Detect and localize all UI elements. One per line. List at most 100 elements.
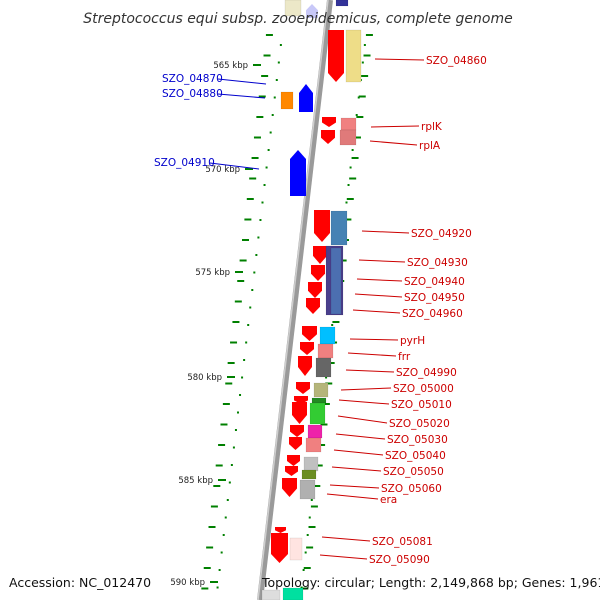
guide-dot-left (243, 359, 246, 361)
gene-function-box (303, 456, 319, 472)
topology-text: Topology: circular; Length: 2,149,868 bp… (261, 575, 600, 590)
gene-callout-line (209, 162, 260, 170)
guide-dot-right (325, 376, 328, 379)
gene-function-box (305, 437, 322, 453)
gene-label: SZO_05081 (372, 536, 433, 548)
guide-dot-right (308, 516, 311, 519)
guide-dot-right (351, 149, 354, 151)
guide-dot-left (279, 44, 282, 46)
guide-dot-left (226, 499, 229, 501)
gene-label: pyrH (400, 335, 425, 347)
forward-gene-arrow (289, 437, 302, 450)
gene-callout-line (331, 466, 382, 472)
gene-callout-line (369, 140, 418, 146)
guide-dot-left (263, 184, 266, 186)
gene-function-box (280, 91, 294, 110)
gene-label: SZO_04860 (426, 55, 487, 67)
gene-label: SZO_04990 (396, 367, 457, 379)
map-title: Streptococcus equi subsp. zooepidemicus,… (83, 11, 513, 27)
guide-dot-right (331, 324, 334, 326)
guide-dot-left (269, 131, 272, 134)
gene-callout-line (335, 433, 386, 440)
scale-label: 565 kbp (213, 61, 248, 71)
forward-gene-arrow (287, 455, 300, 466)
gene-callout-line (319, 554, 368, 560)
guide-dot-right (345, 201, 348, 204)
gene-function-box (301, 469, 317, 480)
guide-dot-right (349, 166, 352, 169)
forward-gene-arrow (296, 382, 310, 394)
forward-gene-arrow (322, 117, 336, 127)
gene-label: SZO_05060 (381, 483, 442, 495)
forward-gene-arrow (285, 466, 298, 476)
gene-function-box (309, 402, 326, 425)
gene-callout-line (217, 93, 266, 99)
forward-gene-arrow (314, 210, 330, 242)
guide-dot-left (277, 61, 280, 64)
gene-callout-line (329, 484, 380, 489)
guide-dot-left (259, 219, 262, 221)
gene-callout-line (326, 493, 379, 500)
accession-text: Accession: NC_012470 (9, 575, 151, 590)
scale-label: 570 kbp (205, 165, 240, 175)
guide-dot-left (236, 411, 239, 414)
gene-callout-line (338, 399, 390, 405)
gene-function-box (289, 537, 303, 561)
gene-label: SZO_05050 (383, 466, 444, 478)
gene-callout-line (349, 338, 399, 341)
gene-callout-line (345, 369, 395, 373)
gene-label: SZO_04950 (404, 292, 465, 304)
gene-callout-line (352, 309, 401, 314)
gene-function-box (330, 247, 342, 315)
guide-dot-left (255, 254, 258, 256)
guide-dot-left (257, 236, 260, 239)
gene-callout-line (321, 536, 371, 542)
gene-label: SZO_05090 (369, 554, 430, 566)
guide-dot-left (216, 586, 219, 589)
gene-label: frr (398, 351, 411, 363)
guide-dot-left (222, 534, 225, 536)
gene-label: SZO_04940 (404, 276, 465, 288)
gene-label: SZO_04960 (402, 308, 463, 320)
gene-callout-line (337, 415, 388, 424)
gene-label: era (380, 494, 397, 506)
guide-dot-left (261, 201, 264, 204)
gene-callout-line (347, 352, 397, 357)
gene-callout-line (370, 125, 420, 128)
reverse-gene-arrow (299, 84, 313, 112)
forward-gene-arrow (275, 527, 286, 533)
guide-dot-right (363, 44, 366, 46)
gene-callout-line (354, 293, 403, 298)
gene-callout-line (356, 278, 403, 282)
gene-function-box (284, 0, 302, 17)
gene-function-box (339, 129, 357, 146)
gene-function-box (261, 589, 281, 600)
reverse-gene-arrow (290, 150, 306, 196)
gene-label: rplA (419, 140, 441, 152)
gene-label: SZO_05020 (389, 418, 450, 430)
scale-label: 585 kbp (178, 476, 213, 486)
guide-dot-left (245, 341, 248, 344)
forward-gene-arrow (302, 326, 317, 341)
forward-gene-arrow (282, 478, 297, 497)
genome-backbone (257, 0, 333, 600)
guide-dot-left (267, 149, 270, 151)
forward-gene-arrow (311, 265, 325, 281)
gene-callout-line (217, 78, 267, 85)
gene-label: SZO_05030 (387, 434, 448, 446)
genome-backbone-highlight (257, 0, 329, 600)
gene-callout-line (361, 230, 410, 234)
guide-dot-left (224, 516, 227, 519)
guide-dot-right (310, 499, 313, 501)
gene-callouts (209, 58, 425, 560)
scale-label: 590 kbp (170, 578, 205, 588)
gene-label: SZO_05040 (385, 450, 446, 462)
gene-callout-line (340, 387, 392, 391)
gene-label: SZO_04930 (407, 257, 468, 269)
forward-gene-arrow (313, 246, 327, 264)
guide-dot-left (271, 114, 274, 116)
gene-function-box (311, 397, 327, 404)
gene-function-box (299, 479, 316, 500)
